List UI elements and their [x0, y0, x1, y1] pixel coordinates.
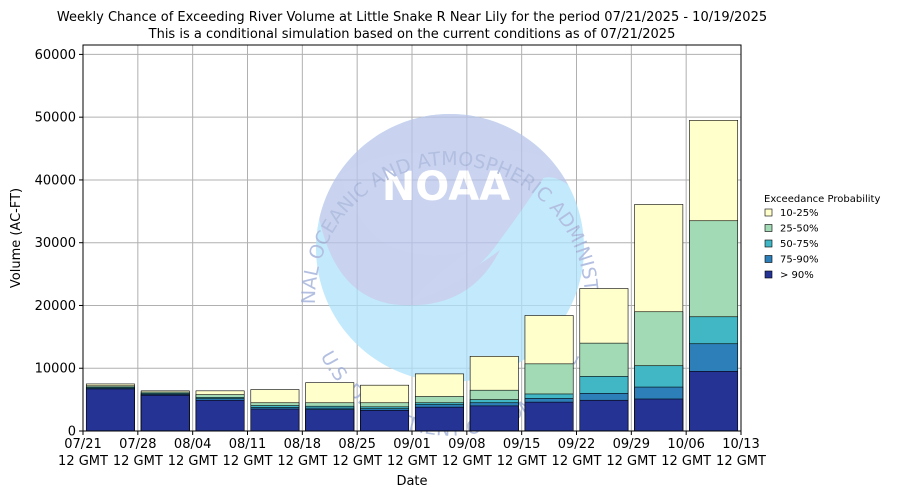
bar-segment: [634, 398, 684, 432]
x-tick-label: 12 GMT: [497, 454, 547, 469]
x-tick-label: 12 GMT: [606, 454, 656, 469]
bar-segment: [579, 399, 629, 432]
bar-stack: [579, 288, 629, 432]
x-tick-label: 09/29: [613, 437, 650, 452]
svg-text:NOAA: NOAA: [382, 164, 510, 210]
y-tick-label: 60000: [35, 48, 76, 63]
x-tick-label: 12 GMT: [442, 454, 492, 469]
y-tick-label: 0: [68, 425, 76, 440]
x-tick-label: 10/13: [722, 437, 759, 452]
bar-stack: [689, 120, 739, 432]
legend-title: Exceedance Probability: [764, 194, 880, 205]
legend-swatch: [764, 224, 773, 232]
legend-entry: 25-50%: [780, 224, 819, 235]
x-tick-label: 12 GMT: [168, 454, 218, 469]
bar-segment: [140, 394, 190, 432]
y-tick-label: 30000: [35, 236, 76, 251]
x-tick-label: 08/18: [284, 437, 321, 452]
bar-stack: [250, 389, 300, 432]
x-tick-label: 08/11: [229, 437, 266, 452]
x-tick-label: 07/28: [119, 437, 156, 452]
bar-stack: [360, 384, 410, 432]
x-tick-label: 12 GMT: [332, 454, 382, 469]
y-tick-label: 40000: [35, 173, 76, 188]
x-tick-label: 12 GMT: [58, 454, 108, 469]
bar-stack: [140, 390, 190, 432]
x-tick-label: 07/21: [64, 437, 101, 452]
chart-subtitle: This is a conditional simulation based o…: [148, 27, 676, 42]
y-tick-label: 10000: [35, 362, 76, 377]
bar-stack: [469, 356, 519, 432]
legend: Exceedance Probability 10-25% 25-50% 50-75…: [764, 194, 880, 281]
legend-swatch: [764, 239, 773, 248]
y-axis: 0 10000 20000 30000 40000 50000 60000: [35, 48, 83, 440]
legend-entry: 75-90%: [780, 255, 819, 266]
x-tick-label: 12 GMT: [661, 454, 711, 469]
bar-stack: [305, 382, 355, 432]
x-tick-label: 09/01: [393, 437, 430, 452]
bar-stack: [195, 390, 245, 432]
bar-stack: [634, 204, 684, 432]
x-tick-label: 12 GMT: [716, 454, 766, 469]
x-tick-label: 12 GMT: [277, 454, 327, 469]
bar-segment: [305, 409, 355, 432]
bar-segment: [524, 401, 574, 432]
legend-entry: 50-75%: [780, 239, 819, 250]
legend-entry: 10-25%: [780, 208, 819, 219]
bars: [85, 120, 739, 432]
x-tick-label: 09/08: [448, 437, 485, 452]
bar-segment: [469, 405, 519, 432]
x-tick-label: 12 GMT: [223, 454, 273, 469]
y-tick-label: 50000: [35, 111, 76, 126]
x-tick-label: 09/15: [503, 437, 540, 452]
x-tick-label: 12 GMT: [552, 454, 602, 469]
x-tick-label: 08/25: [338, 437, 375, 452]
legend-swatch: [764, 208, 773, 217]
bar-segment: [689, 371, 739, 432]
x-tick-label: 08/04: [174, 437, 211, 452]
y-tick-label: 20000: [35, 299, 76, 314]
bar-segment: [250, 408, 300, 432]
x-axis: 07/21 12 GMT 07/28 12 GMT 08/04 12 GMT 08/11 12…: [58, 431, 766, 469]
bar-segment: [414, 406, 464, 432]
bar-stack: [524, 315, 574, 432]
y-axis-label: Volume (AC-FT): [9, 188, 24, 288]
x-tick-label: 10/06: [667, 437, 704, 452]
bar-segment: [360, 409, 410, 432]
bar-stack: [414, 373, 464, 432]
x-axis-label: Date: [396, 474, 427, 489]
chart-title: Weekly Chance of Exceeding River Volume …: [57, 10, 767, 25]
x-tick-label: 09/22: [558, 437, 595, 452]
x-tick-label: 12 GMT: [113, 454, 163, 469]
legend-swatch: [764, 255, 773, 263]
bar-segment: [85, 388, 135, 432]
bar-segment: [195, 399, 245, 432]
noaa-logo-text: NOAA: [382, 164, 510, 210]
x-tick-label: 12 GMT: [387, 454, 437, 469]
bar-stack: [85, 383, 135, 432]
legend-entry: > 90%: [780, 270, 814, 281]
legend-swatch: [764, 270, 773, 279]
